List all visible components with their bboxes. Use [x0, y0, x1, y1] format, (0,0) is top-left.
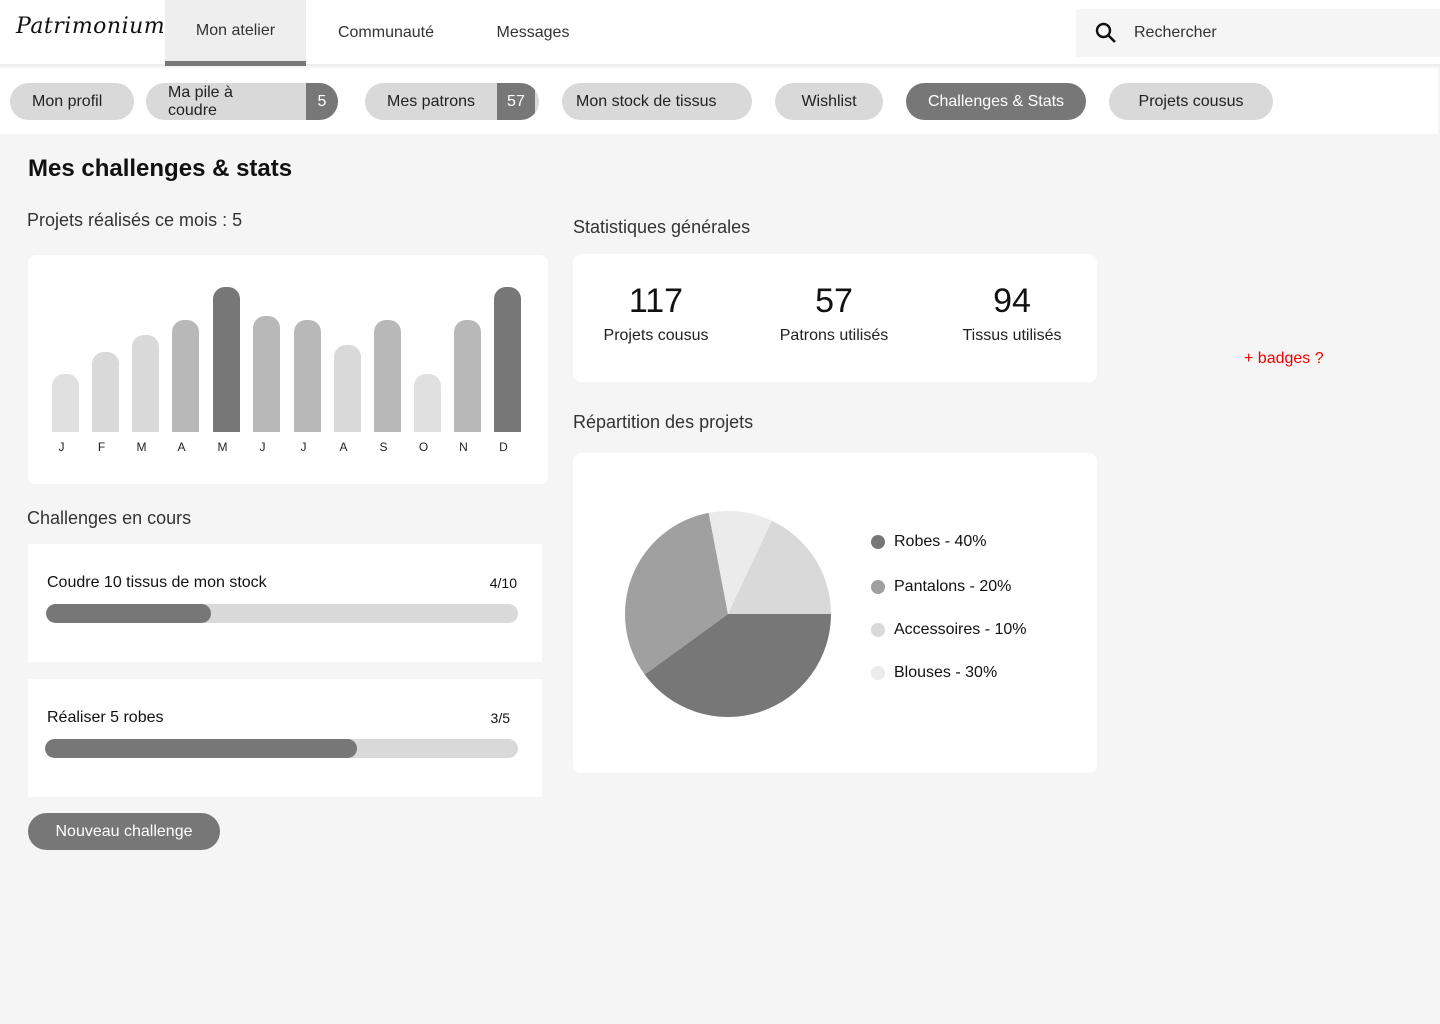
progress-bar [46, 604, 518, 623]
stat-projets: 117 Projets cousus [566, 282, 746, 345]
pie-chart-card: Robes - 40% Pantalons - 20% Accessoires - … [573, 453, 1097, 773]
pie-slice-blouses [625, 512, 728, 675]
month-label: O [418, 440, 429, 454]
label: Mes patrons [387, 92, 476, 110]
challenges-title: Challenges en cours [27, 508, 192, 528]
progress-bar [45, 739, 518, 758]
legend-item: Robes - 40% [871, 533, 987, 551]
stat-label: Patrons utilisés [779, 327, 889, 344]
stat-value: 57 [815, 282, 853, 320]
search-icon [1095, 22, 1116, 43]
stat-tissus: 94 Tissus utilisés [922, 282, 1102, 345]
pie-slice-robes [644, 614, 831, 717]
subnav-challenges-stats[interactable]: Challenges & Stats [906, 83, 1086, 120]
subnav-stock-tissus[interactable]: Mon stock de tissus [562, 83, 752, 120]
month-label: D [499, 440, 508, 454]
repartition-title: Répartition des projets [573, 412, 754, 432]
legend-item: Pantalons - 20% [871, 578, 1011, 596]
month-label: J [58, 440, 65, 454]
legend-dot-icon [871, 535, 885, 549]
subnav-mon-profil[interactable]: Mon profil [10, 83, 134, 120]
label: Mon stock de tissus [576, 92, 717, 110]
count-badge: 5 [306, 83, 338, 120]
bar-8 [374, 320, 401, 432]
pie-slice-pantalons [728, 520, 831, 614]
legend-label: Robes - 40% [894, 533, 987, 550]
nav-communaute[interactable]: Communauté [337, 24, 435, 41]
subnav-pile-a-coudre[interactable]: Ma pile à coudre 5 [146, 83, 338, 120]
label: Challenges & Stats [927, 92, 1065, 110]
bar-7 [334, 345, 361, 432]
stat-patrons: 57 Patrons utilisés [744, 282, 924, 345]
bar-10 [454, 320, 481, 432]
pie-chart [625, 511, 831, 717]
legend-label: Blouses - 30% [894, 664, 998, 681]
month-label: M [217, 440, 228, 454]
month-label: F [97, 440, 106, 454]
bar-2 [132, 334, 159, 432]
legend-label: Pantalons - 20% [894, 578, 1012, 595]
legend-dot-icon [871, 666, 885, 680]
challenge-title: Coudre 10 tissus de mon stock [47, 574, 267, 591]
challenge-count: 3/5 [490, 710, 510, 726]
legend-item: Blouses - 30% [871, 664, 997, 682]
month-label: N [459, 440, 468, 454]
label: Projets cousus [1138, 92, 1244, 110]
nav-messages[interactable]: Messages [496, 24, 570, 41]
challenge-count: 4/10 [489, 575, 517, 591]
logo[interactable]: Patrimonium [16, 14, 166, 39]
subnav-projets-cousus[interactable]: Projets cousus [1109, 83, 1273, 120]
projects-month-label: Projets réalisés ce mois : 5 [27, 210, 243, 230]
bar-1 [92, 352, 119, 432]
label: Mon profil [32, 92, 103, 110]
month-label: J [259, 440, 266, 454]
pie-slice-accessoires [708, 511, 772, 614]
bar-0 [52, 374, 79, 432]
bar-3 [172, 320, 199, 432]
challenge-title: Réaliser 5 robes [47, 709, 164, 726]
bar-4 [213, 287, 240, 432]
label: Wishlist [801, 92, 857, 110]
search-input[interactable]: Rechercher [1076, 9, 1440, 57]
stats-title: Statistiques générales [573, 217, 751, 237]
legend-dot-icon [871, 623, 885, 637]
page-title: Mes challenges & stats [28, 155, 293, 182]
challenge-card[interactable]: Coudre 10 tissus de mon stock 4/10 [28, 544, 542, 662]
challenge-card[interactable]: Réaliser 5 robes 3/5 [28, 679, 542, 797]
label: Ma pile à coudre [168, 83, 233, 119]
badges-note: + badges ? [1244, 350, 1324, 367]
nav-mon-atelier[interactable]: Mon atelier [165, 0, 306, 66]
month-label: M [136, 440, 147, 454]
legend-item: Accessoires - 10% [871, 621, 1027, 639]
legend-label: Accessoires - 10% [894, 621, 1027, 638]
month-label: A [177, 440, 186, 454]
legend-dot-icon [871, 580, 885, 594]
bar-11 [494, 287, 521, 432]
stat-value: 94 [993, 282, 1031, 320]
stat-label: Tissus utilisés [962, 327, 1062, 344]
new-challenge-button[interactable]: Nouveau challenge [28, 813, 220, 850]
bar-9 [414, 374, 441, 432]
subnav-mes-patrons[interactable]: Mes patrons 57 [365, 83, 539, 120]
bar-5 [253, 316, 280, 432]
stat-label: Projets cousus [603, 327, 709, 344]
count-badge: 57 [497, 83, 535, 120]
stat-value: 117 [628, 282, 684, 320]
progress-fill [45, 739, 358, 758]
month-label: S [379, 440, 388, 454]
month-label: J [300, 440, 307, 454]
progress-fill [46, 604, 212, 623]
stats-card: 117 Projets cousus 57 Patrons utilisés 94 T… [573, 254, 1097, 382]
search-placeholder: Rechercher [1134, 24, 1217, 41]
bar-6 [294, 320, 321, 432]
month-label: A [339, 440, 348, 454]
subnav-wishlist[interactable]: Wishlist [775, 83, 883, 120]
